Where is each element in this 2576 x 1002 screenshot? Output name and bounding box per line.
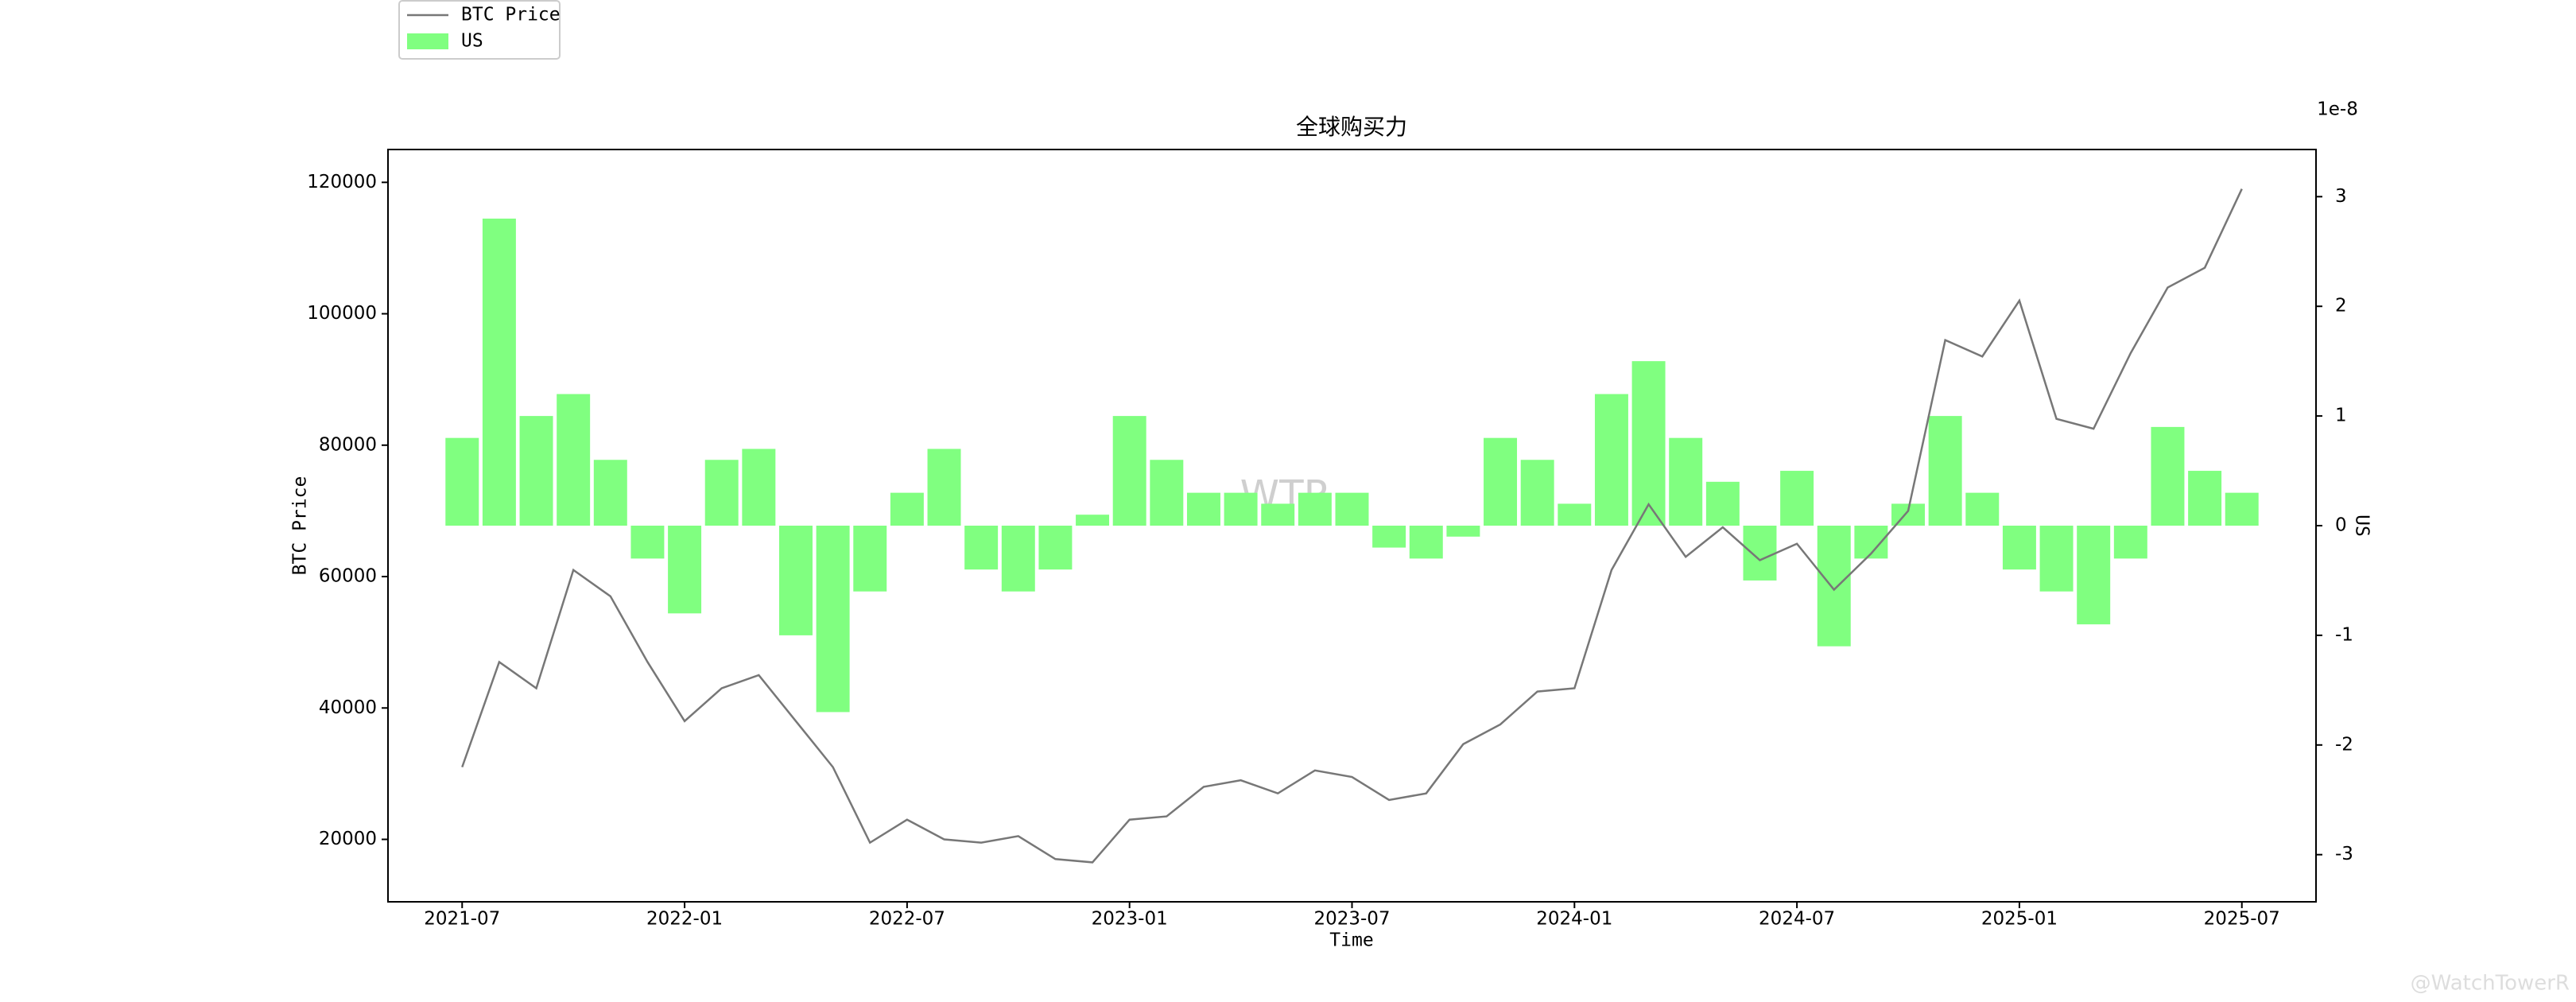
x-tick-label: 2024-01 (1536, 909, 1612, 930)
y2-axis-label: US (2352, 515, 2372, 537)
bar (964, 526, 999, 570)
bar (1631, 361, 1666, 526)
bar (1298, 492, 1332, 526)
bar (445, 437, 479, 526)
y-tick-label: 20000 (319, 829, 377, 849)
bar (2225, 492, 2259, 526)
bar (1484, 437, 1518, 526)
bar (1224, 492, 1258, 526)
bar (1076, 515, 1110, 526)
legend-swatch (407, 33, 448, 49)
bar (1520, 460, 1554, 526)
bar (2151, 426, 2185, 526)
y-tick-label: 80000 (319, 434, 377, 455)
y-tick-label: 100000 (307, 303, 377, 324)
bar (519, 416, 553, 526)
bar (557, 394, 591, 526)
x-tick-label: 2021-07 (424, 909, 500, 930)
bar (1965, 492, 2000, 526)
y2-tick-label: 3 (2335, 186, 2347, 207)
y2-offset-label: 1e-8 (2317, 99, 2358, 120)
y-tick-label: 60000 (319, 566, 377, 587)
bar (1558, 503, 1592, 526)
legend: BTC Price US (398, 0, 561, 60)
y2-tick-label: 2 (2335, 296, 2347, 317)
bar (2077, 526, 2111, 625)
bar (853, 526, 887, 592)
bar (1743, 526, 1777, 581)
y-axis-label: BTC Price (290, 476, 311, 576)
bar (816, 526, 850, 713)
legend-label: US (461, 31, 483, 52)
bar (1817, 526, 1851, 647)
x-tick-label: 2025-01 (1981, 909, 2058, 930)
bar (2188, 471, 2222, 526)
bar (1928, 416, 1962, 526)
bar (2113, 526, 2147, 559)
bar (927, 449, 961, 526)
bar (1669, 437, 1703, 526)
bar (1446, 526, 1480, 537)
x-axis-label: Time (1329, 930, 1373, 951)
bar (1372, 526, 1406, 548)
bar (778, 526, 813, 635)
bar (1186, 492, 1220, 526)
bar (1335, 492, 1369, 526)
x-tick-label: 2022-01 (646, 909, 723, 930)
bar (1150, 460, 1184, 526)
y2-tick-label: -1 (2335, 624, 2353, 645)
bar (704, 460, 739, 526)
bar (1705, 481, 1740, 526)
y-tick-label: 40000 (319, 697, 377, 718)
y2-tick-label: 0 (2335, 515, 2347, 536)
bar (1112, 416, 1146, 526)
bar (1594, 394, 1628, 526)
x-tick-label: 2023-07 (1313, 909, 1390, 930)
x-tick-label: 2025-07 (2204, 909, 2280, 930)
x-tick-label: 2024-07 (1759, 909, 1835, 930)
bar (1001, 526, 1035, 592)
bar (1780, 471, 1814, 526)
x-tick-label: 2022-07 (869, 909, 945, 930)
price-line (461, 188, 2243, 864)
bar (1409, 526, 1443, 559)
y2-tick-label: -2 (2335, 734, 2353, 755)
chart-title: 全球购买力 (1296, 114, 1407, 140)
bar (742, 449, 776, 526)
bar (1261, 503, 1295, 526)
bar (593, 460, 627, 526)
bar (668, 526, 702, 614)
bar (890, 492, 924, 526)
y2-tick-label: -3 (2335, 844, 2353, 864)
bar (482, 218, 516, 526)
x-tick-label: 2023-01 (1092, 909, 1168, 930)
y2-tick-label: 1 (2335, 406, 2347, 426)
bar (2039, 526, 2074, 592)
bar (630, 526, 665, 559)
y-tick-label: 120000 (307, 172, 377, 192)
legend-label: BTC Price (461, 5, 561, 25)
bar (2002, 526, 2036, 570)
bar (1038, 526, 1073, 570)
watermark: @WatchTowerR (2411, 972, 2570, 996)
